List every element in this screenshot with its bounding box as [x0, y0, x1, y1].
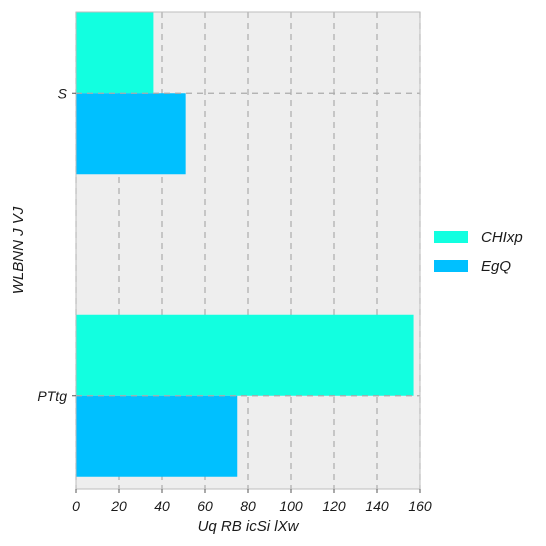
- bars: [76, 12, 414, 477]
- x-tick-label: 80: [240, 498, 256, 514]
- x-tick-label: 0: [72, 498, 80, 514]
- y-axis-ticks: S PTtg: [37, 85, 76, 404]
- legend-label-EgQ: EgQ: [481, 258, 511, 275]
- x-tick-label: 40: [154, 498, 170, 514]
- x-tick-label: 120: [322, 498, 346, 514]
- bar-CHIxp-PTtg: [76, 314, 414, 396]
- y-tick-label: PTtg: [37, 388, 67, 404]
- x-tick-label: 60: [197, 498, 213, 514]
- y-tick-label: S: [58, 85, 68, 101]
- x-tick-label: 20: [110, 498, 127, 514]
- legend-label-CHIxp: CHIxp: [481, 229, 523, 246]
- legend-swatch-CHIxp: [434, 231, 468, 243]
- x-tick-label: 140: [365, 498, 389, 514]
- x-axis-ticks: 0 20 40 60 80 100 120 140 160: [72, 489, 432, 514]
- y-axis-title: WLBNN J VJ: [10, 206, 27, 294]
- legend-swatch-EgQ: [434, 260, 468, 272]
- category-grid-lines: [76, 92, 420, 397]
- bar-EgQ-PTtg: [76, 395, 238, 477]
- x-tick-label: 100: [279, 498, 303, 514]
- bar-CHIxp-S: [76, 12, 154, 94]
- bar-EgQ-S: [76, 93, 186, 175]
- x-tick-label: 160: [408, 498, 432, 514]
- legend: CHIxp EgQ: [434, 229, 523, 275]
- x-axis-title: Uq RB icSi lXw: [198, 518, 300, 535]
